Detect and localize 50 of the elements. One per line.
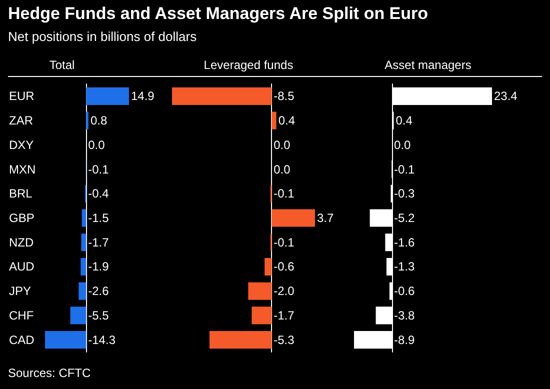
data-label: 3.7	[317, 211, 334, 225]
data-label: 0.4	[278, 114, 296, 128]
x-axis-title: Asset managers	[384, 58, 472, 72]
source-note: Sources: CFTC	[8, 366, 91, 380]
data-label: 0.0	[274, 138, 291, 152]
data-label: -5.5	[88, 308, 110, 322]
y-tick-label: CAD	[9, 332, 35, 347]
y-tick-label: GBP	[9, 211, 34, 225]
data-label: 0.0	[394, 138, 412, 152]
data-label: -1.6	[394, 235, 416, 250]
data-label: 0.0	[274, 162, 291, 176]
data-label: 0.0	[88, 138, 106, 152]
data-label: -1.7	[274, 308, 295, 322]
y-tick-label: NZD	[9, 235, 34, 250]
data-label: -1.5	[88, 211, 110, 225]
y-tick-label: BRL	[9, 186, 33, 201]
data-label: 23.4	[494, 89, 518, 104]
data-label: -1.7	[88, 235, 110, 250]
y-tick-label: AUD	[9, 260, 35, 274]
data-label: 14.9	[131, 89, 155, 104]
data-label: -0.6	[394, 284, 416, 298]
data-label: -8.5	[274, 89, 295, 104]
data-label: -5.3	[274, 332, 295, 347]
data-label: -1.3	[394, 260, 416, 274]
data-label: 0.8	[90, 114, 108, 128]
data-label: -5.2	[394, 211, 416, 225]
data-label: -3.8	[394, 308, 416, 322]
y-tick-label: DXY	[9, 138, 34, 152]
data-label: -0.4	[88, 186, 110, 201]
y-tick-label: ZAR	[9, 114, 34, 128]
data-label: -14.3	[88, 332, 116, 347]
data-label: -0.3	[394, 186, 416, 201]
x-axis-title: Leveraged funds	[204, 58, 294, 72]
y-tick-label: MXN	[9, 162, 36, 176]
chart-subtitle: Net positions in billions of dollars	[8, 29, 197, 44]
y-tick-label: CHF	[9, 308, 34, 322]
y-tick-label: EUR	[9, 89, 35, 104]
data-label: -2.6	[88, 284, 110, 298]
data-label: -0.1	[274, 186, 295, 201]
data-label: -0.6	[274, 260, 295, 274]
data-label: -2.0	[274, 284, 295, 298]
x-axis-title: Total	[49, 58, 75, 72]
data-label: -0.1	[394, 162, 416, 176]
y-tick-label: JPY	[9, 284, 32, 298]
data-label: -0.1	[88, 162, 110, 176]
data-label: 0.4	[396, 114, 413, 128]
data-label: -0.1	[274, 235, 295, 250]
text: Hedge Funds and Asset Managers Are Split on Euro	[8, 4, 428, 24]
data-label: -8.9	[394, 332, 416, 347]
data-label: -1.9	[88, 260, 110, 274]
